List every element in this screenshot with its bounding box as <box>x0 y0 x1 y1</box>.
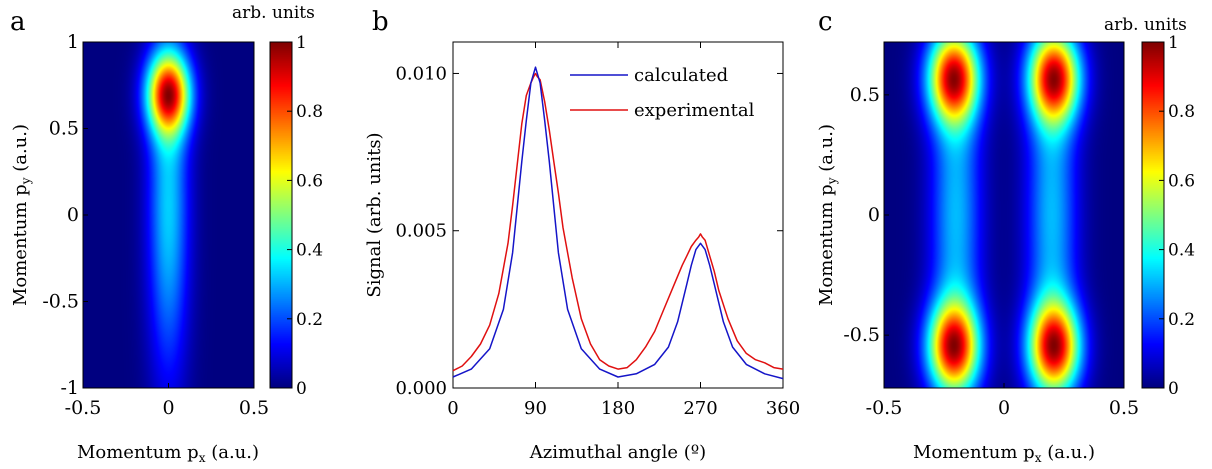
heatmap-c-ytick-label: 0 <box>868 204 880 226</box>
heatmap-a-colorbar-tick-label: 0.2 <box>296 310 323 330</box>
heatmap-c-ylabel: Momentum py (a.u.) <box>816 124 839 306</box>
heatmap-a-colorbar <box>270 42 292 388</box>
line-chart-ytick-label: 0.010 <box>395 63 447 84</box>
heatmap-a-xtick-label: -0.5 <box>65 397 102 419</box>
heatmap-a-colorbar-tick-label: 1 <box>296 33 307 53</box>
heatmap-c-colorbar-tick-label: 1 <box>1168 33 1179 53</box>
line-chart-xtick-label: 360 <box>766 398 800 419</box>
heatmap-c-colorbar-label: arb. units <box>1104 15 1187 35</box>
line-chart-xtick-label: 90 <box>524 398 547 419</box>
panel-c-heatmap: 0.5 0 -0.5 -0.5 0 0.5 arb. units 1 0.8 0.6 0.4 0… <box>816 15 1195 465</box>
line-chart-xtick-label: 180 <box>601 398 635 419</box>
series-line-calculated <box>452 66 784 380</box>
heatmap-a-xlabel: Momentum px (a.u.) <box>77 442 259 465</box>
line-chart-ytick-label: 0.005 <box>395 221 447 242</box>
heatmap-c-xtick-label: 0 <box>998 397 1010 419</box>
heatmap-c-xtick-label: -0.5 <box>866 397 903 419</box>
panel-b-line-chart: 0.000 0.005 0.010 0 90 180 270 360 calculated … <box>364 41 800 463</box>
heatmap-c-colorbar-tick-label: 0 <box>1168 379 1179 399</box>
line-chart-xlabel: Azimuthal angle (º) <box>529 442 706 463</box>
heatmap-a-colorbar-tick-label: 0.6 <box>296 171 323 191</box>
line-chart-xtick-label: 270 <box>683 398 717 419</box>
heatmap-a-colorbar-tick-label: 0.4 <box>296 241 323 261</box>
heatmap-a-plot <box>83 42 254 388</box>
heatmap-a-ytick-label: -1 <box>60 377 79 399</box>
heatmap-c-xtick-label: 0.5 <box>1109 397 1139 419</box>
heatmap-c-colorbar-tick-label: 0.2 <box>1168 310 1195 330</box>
heatmap-c-colorbar-tick-label: 0.4 <box>1168 241 1195 261</box>
panel-letter-c: c <box>818 7 833 37</box>
series-line-experimental <box>452 72 784 372</box>
heatmap-c-plot <box>884 42 1124 388</box>
heatmap-a-ylabel: Momentum py (a.u.) <box>10 124 33 306</box>
panel-letter-a: a <box>10 7 26 37</box>
line-chart-legend: calculated experimental <box>570 65 755 121</box>
heatmap-a-xtick-label: 0 <box>162 397 174 419</box>
heatmap-c-colorbar <box>1142 42 1164 388</box>
legend-label-experimental: experimental <box>634 100 755 121</box>
heatmap-c-colorbar-tick-label: 0.6 <box>1168 171 1195 191</box>
heatmap-a-ytick-label: 0 <box>67 204 79 226</box>
heatmap-c-colorbar-tick-label: 0.8 <box>1168 102 1195 122</box>
line-chart-xtick-label: 0 <box>447 398 458 419</box>
heatmap-c-ytick-label: -0.5 <box>843 324 880 346</box>
panel-a-heatmap: 10.50-0.5-1 -0.5 0 0.5 arb. units 10.80.60… <box>10 3 323 465</box>
heatmap-a-colorbar-label: arb. units <box>232 3 315 23</box>
heatmap-a-ytick-label: 1 <box>67 31 79 53</box>
heatmap-a-ytick-label: -0.5 <box>42 291 79 313</box>
line-chart-ytick-label: 0.000 <box>395 378 447 399</box>
line-chart-frame <box>452 41 784 389</box>
line-chart-ylabel: Signal (arb. units) <box>364 132 385 297</box>
heatmap-c-xlabel: Momentum px (a.u.) <box>913 442 1095 465</box>
heatmap-a-colorbar-tick-label: 0.8 <box>296 102 323 122</box>
legend-label-calculated: calculated <box>634 65 728 86</box>
heatmap-a-colorbar-tick-label: 0 <box>296 379 307 399</box>
heatmap-a-xtick-label: 0.5 <box>239 397 269 419</box>
panel-letter-b: b <box>372 7 389 37</box>
heatmap-a-ytick-label: 0.5 <box>49 118 79 140</box>
heatmap-c-ytick-label: 0.5 <box>850 84 880 106</box>
